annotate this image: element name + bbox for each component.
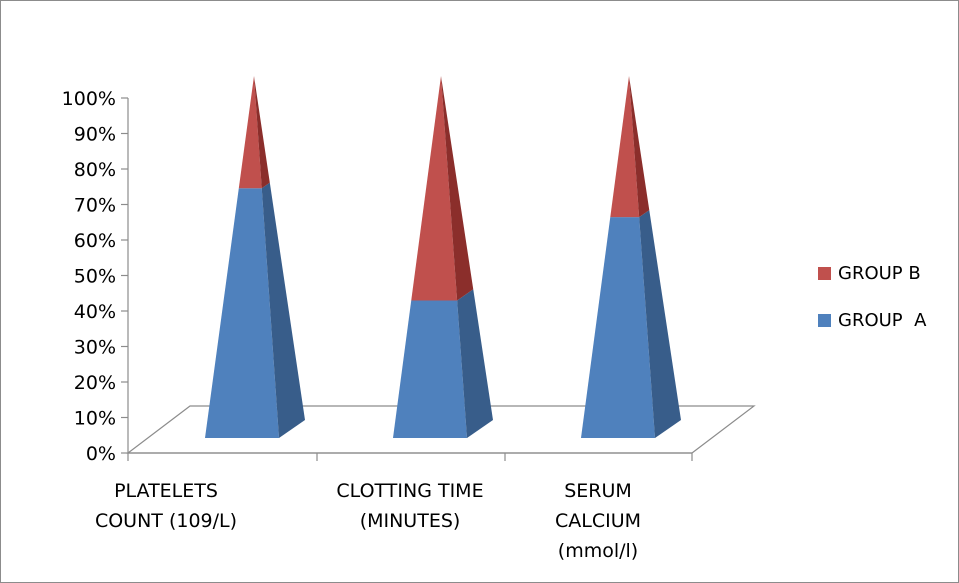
x-category-label: SERUM CALCIUM (mmol/l) xyxy=(555,480,641,562)
legend-item: GROUP B xyxy=(818,263,921,284)
y-tick-label: 70% xyxy=(74,195,116,217)
pyramid-3 xyxy=(581,76,681,438)
bar-group-a-side xyxy=(639,210,681,438)
y-tick-label: 40% xyxy=(74,301,116,323)
bar-group-b-front xyxy=(411,76,458,301)
bar-group-a-front xyxy=(393,300,467,438)
y-tick-label: 10% xyxy=(74,408,116,430)
bar-group-b-front xyxy=(610,76,640,218)
x-category-label: PLATELETS COUNT (109/L) xyxy=(95,480,237,532)
y-tick-label: 30% xyxy=(74,337,116,359)
legend-item: GROUP A xyxy=(818,310,927,331)
legend-swatch xyxy=(818,267,831,280)
bar-group-b-side xyxy=(441,76,474,301)
bar-group-a-side xyxy=(261,182,305,438)
pyramid-2 xyxy=(393,76,493,438)
y-tick-label: 100% xyxy=(62,88,116,110)
y-tick-label: 50% xyxy=(74,266,116,288)
legend-swatch xyxy=(818,314,831,327)
y-tick-label: 90% xyxy=(74,124,116,146)
x-category-label: CLOTTING TIME (MINUTES) xyxy=(336,480,483,532)
bar-group-b-front xyxy=(238,76,262,189)
legend-label: GROUP A xyxy=(838,310,927,331)
legend-label: GROUP B xyxy=(838,263,921,284)
bar-group-b-side xyxy=(254,76,270,189)
pyramid-1 xyxy=(205,76,305,438)
bar-group-a-front xyxy=(205,188,279,438)
y-tick-label: 0% xyxy=(86,443,116,465)
bar-group-b-side xyxy=(629,76,650,218)
y-tick-label: 60% xyxy=(74,230,116,252)
bar-group-a-side xyxy=(457,289,493,438)
y-tick-label: 80% xyxy=(74,159,116,181)
y-tick-label: 20% xyxy=(74,372,116,394)
bar-group-a-front xyxy=(581,217,655,438)
